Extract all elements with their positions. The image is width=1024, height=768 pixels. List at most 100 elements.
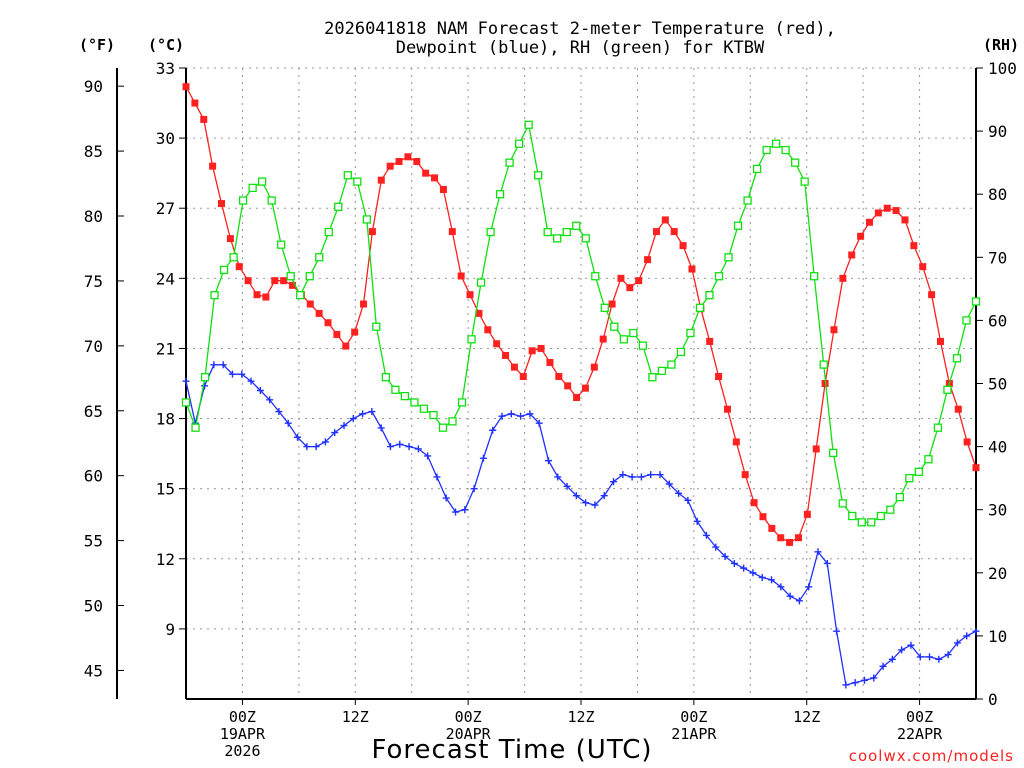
rh-point — [448, 417, 457, 426]
rh-point — [553, 234, 562, 243]
temperature-point — [848, 251, 856, 259]
dewpoint-point — [396, 440, 404, 448]
dewpoint-point — [721, 552, 729, 560]
temperature-point — [209, 162, 217, 170]
temperature-point — [413, 157, 421, 165]
rh-point — [353, 177, 362, 186]
temperature-point — [368, 228, 376, 236]
temperature-point — [342, 342, 350, 350]
temperature-point — [484, 326, 492, 334]
dewpoint-point — [489, 426, 497, 434]
dewpoint-point — [526, 410, 534, 418]
fahrenheit-tick-label: 65 — [84, 402, 103, 421]
rh-point — [952, 354, 962, 363]
rh-point — [619, 335, 628, 344]
dewpoint-point — [953, 639, 961, 647]
dewpoint-point — [656, 471, 664, 479]
dewpoint-point — [554, 473, 562, 481]
dewpoint-point — [414, 445, 422, 453]
dewpoint-point — [628, 473, 636, 481]
x-tick-label: 00Z — [906, 708, 933, 726]
temperature-point — [750, 499, 758, 507]
dewpoint-point — [907, 641, 915, 649]
axes — [116, 68, 977, 700]
dewpoint-point — [591, 501, 599, 509]
rh-point — [438, 423, 448, 432]
rh-tick-label: 70 — [988, 248, 1007, 267]
dewpoint-point — [303, 443, 311, 451]
chart-title-line1: 2026041818 NAM Forecast 2-meter Temperat… — [324, 19, 836, 39]
temperature-point — [652, 228, 660, 236]
rh-tick-label: 40 — [988, 438, 1007, 457]
dewpoint-point — [256, 387, 264, 395]
x-tick-label: 19APR — [220, 725, 266, 743]
temperature-point — [644, 256, 652, 264]
temperature-point — [519, 372, 527, 380]
dewpoint-point — [777, 583, 785, 591]
rh-point — [191, 423, 200, 432]
temperature-point — [431, 174, 439, 182]
dewpoint-point — [768, 576, 776, 584]
fahrenheit-tick-label: 75 — [84, 272, 103, 291]
rh-point — [400, 391, 410, 401]
temperature-point — [377, 176, 385, 184]
rh-point — [657, 366, 667, 376]
temperature-point — [457, 272, 465, 280]
temperature-point — [839, 274, 847, 282]
dewpoint-point — [201, 382, 209, 390]
dewpoint-point — [433, 473, 441, 481]
temperature-point — [315, 309, 323, 317]
celsius-tick-label: 27 — [156, 199, 175, 218]
rh-point — [829, 448, 838, 458]
rh-point — [324, 227, 333, 237]
temperature-point — [830, 326, 838, 334]
rh-point — [267, 196, 276, 205]
dewpoint-point — [610, 478, 618, 486]
fahrenheit-tick-label: 70 — [84, 337, 103, 356]
dewpoint-point — [331, 429, 339, 437]
rh-point — [562, 227, 571, 237]
dewpoint-point — [935, 655, 943, 663]
dewpoint-point — [275, 408, 283, 416]
rh-point — [248, 183, 257, 193]
fahrenheit-tick-label: 45 — [84, 661, 103, 680]
temperature-point — [777, 534, 785, 542]
dewpoint-point — [284, 419, 292, 427]
x-tick-label: 21APR — [671, 725, 717, 743]
dewpoint-point — [926, 653, 934, 661]
rh-point — [457, 398, 467, 407]
dewpoint-point — [340, 422, 348, 430]
x-tick-label: 2026 — [224, 742, 260, 760]
rh-point — [971, 297, 981, 306]
temperature-point — [280, 277, 288, 285]
temperature-point — [324, 319, 332, 327]
dewpoint-point — [740, 564, 748, 572]
dewpoint-point — [498, 412, 506, 420]
dewpoint-point — [386, 443, 394, 451]
fahrenheit-tick-label: 80 — [84, 207, 103, 226]
dewpoint-point — [349, 415, 357, 423]
temperature-point — [422, 169, 430, 177]
rh-point — [895, 492, 905, 502]
temperature-point — [936, 337, 944, 345]
x-tick-label: 00Z — [229, 708, 256, 726]
temperature-point — [599, 335, 607, 343]
temperature-point — [360, 300, 368, 308]
temperature-point — [182, 83, 190, 91]
rh-point — [629, 328, 638, 338]
temperature-point — [661, 216, 669, 224]
temperature-point — [910, 242, 918, 250]
rh-point — [781, 145, 790, 155]
dewpoint-point — [563, 482, 571, 490]
temperature-point — [306, 300, 314, 308]
rh-point — [429, 410, 438, 420]
temperature-point — [502, 351, 510, 359]
x-axis-label: Forecast Time (UTC) — [371, 735, 652, 765]
dewpoint-point — [582, 499, 590, 507]
dewpoint-point — [647, 471, 655, 479]
dewpoint-point — [572, 492, 580, 500]
temperature-point — [555, 372, 563, 380]
rh-point — [505, 158, 514, 167]
credit-text: coolwx.com/models — [849, 747, 1014, 765]
rh-point — [514, 139, 524, 148]
